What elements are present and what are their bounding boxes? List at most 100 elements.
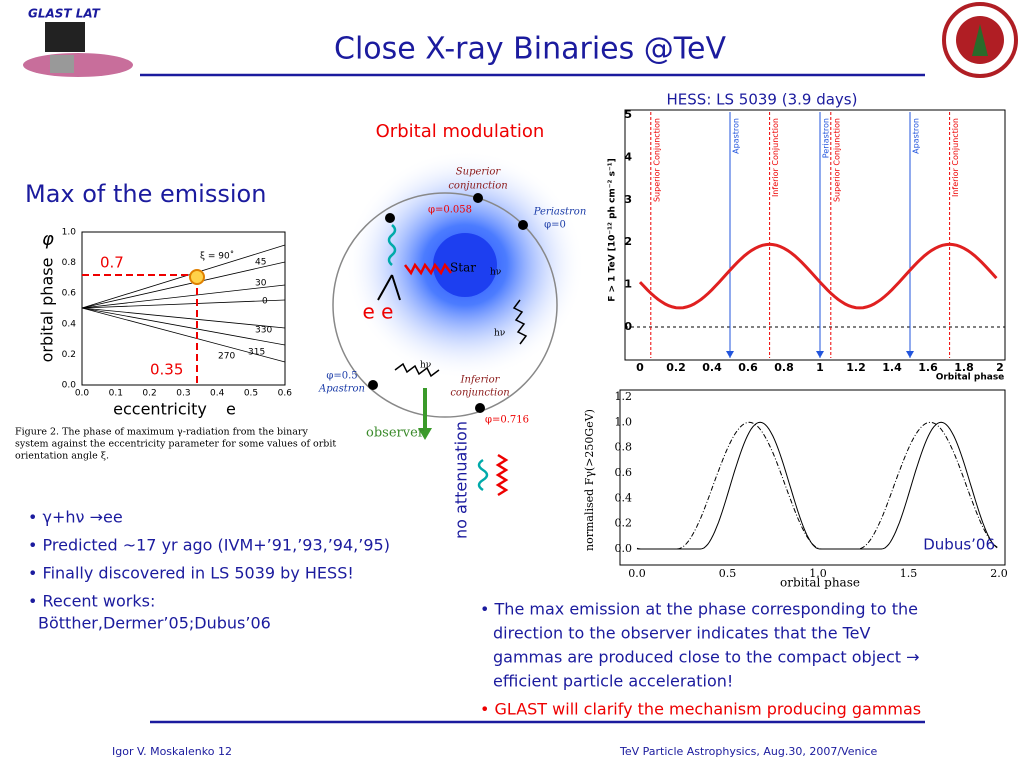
model-curve: [636, 421, 998, 550]
diagram-label: hν: [420, 361, 431, 371]
phase-arrow: [906, 351, 914, 358]
diagram-label: Superior: [456, 167, 502, 178]
phase-annotation: Periastron: [822, 118, 831, 158]
y-tick-label: 0: [624, 320, 632, 333]
y-tick-label: 0.2: [615, 517, 633, 530]
y-tick-label: 4: [624, 150, 632, 163]
curve-label: 30: [255, 279, 267, 289]
diagram-label: e e: [363, 300, 394, 324]
phase-annotation: Inferior Conjunction: [951, 118, 960, 197]
x-tick-label: 2.0: [990, 567, 1008, 580]
x-tick-label: 0.5: [244, 389, 258, 399]
x-tick-label: 1.0: [809, 567, 827, 580]
logo-swoosh: [23, 53, 133, 77]
bullet-text: • γ+hν →ee: [28, 508, 123, 527]
x-tick-label: 1.2: [846, 361, 866, 374]
x-tick-label: 0.2: [142, 389, 156, 399]
diagram-label: Star: [450, 261, 476, 275]
hess-y-label: F > 1 TeV [10⁻¹² ph cm⁻² s⁻¹]: [608, 158, 618, 302]
x-tick-label: 0.6: [738, 361, 758, 374]
star: [433, 233, 497, 297]
diagram-label: Apastron: [318, 384, 365, 395]
curve-label: 315: [248, 348, 265, 358]
x-tick-label: 0.5: [719, 567, 737, 580]
y-tick-label: 0.6: [615, 466, 633, 479]
dubus-credit: Dubus’06: [923, 536, 995, 554]
y-tick-label: 5: [624, 108, 632, 121]
x-tick-label: 1: [816, 361, 824, 374]
diagram-label: φ=0.058: [428, 205, 472, 216]
x-tick-label: 0.8: [774, 361, 794, 374]
photon-wave: [512, 299, 528, 345]
position-dot: [473, 193, 483, 203]
curve-label: 45: [255, 258, 266, 268]
diagram-label: φ=0.5: [326, 371, 357, 382]
x-tick-label: 0.4: [702, 361, 722, 374]
photon-wave: [404, 262, 452, 276]
dubus-y-label: normalised Fγ(>250GeV): [583, 409, 596, 551]
x-tick-label: 0.6: [278, 389, 293, 399]
figure-caption: Figure 2. The phase of maximum γ-radiati…: [15, 427, 308, 438]
photon-wave: [477, 458, 489, 492]
left-heading: Max of the emission: [25, 180, 266, 208]
observer-arrow-head: [418, 428, 432, 440]
diagram-label: conjunction: [448, 181, 507, 192]
photon-wave: [394, 362, 440, 378]
x-tick-label: 1.6: [918, 361, 938, 374]
x-axis-symbol: e: [226, 400, 236, 419]
bullet-text: direction to the observer indicates that…: [493, 624, 871, 643]
y-axis-symbol: φ: [42, 229, 54, 250]
logo-text: GLAST LAT: [28, 7, 101, 21]
diagram-label: hν: [494, 329, 505, 339]
x-tick-label: 0.1: [109, 389, 123, 399]
model-curve: [636, 421, 998, 550]
marker-label: 0.7: [100, 254, 124, 272]
hess-x-label: Orbital phase: [936, 373, 1005, 383]
max-marker: [189, 269, 205, 285]
y-tick-label: 0.0: [62, 381, 77, 391]
stanford-seal: [942, 2, 1018, 78]
x-tick-label: 0: [636, 361, 644, 374]
curve-label: ξ = 90˚: [200, 251, 234, 262]
orbit: [332, 192, 558, 418]
x-tick-label: 2: [996, 361, 1004, 374]
diagram-label: hν: [490, 268, 501, 278]
figure-caption: system against the eccentricity paramete…: [15, 439, 336, 450]
marker-label: 0.35: [150, 361, 183, 379]
phase-annotation: Inferior Conjunction: [771, 118, 780, 197]
x-tick-label: 0.3: [176, 389, 190, 399]
photon-wave: [387, 224, 397, 266]
slide-title: Close X-ray Binaries @TeV: [334, 32, 726, 67]
curve-label: 330: [255, 326, 272, 336]
figure-caption: orientation angle ξ.: [15, 451, 109, 462]
x-tick-label: 1.4: [882, 361, 902, 374]
y-tick-label: 1.2: [615, 390, 633, 403]
bullet-text: gammas are produced close to the compact…: [493, 648, 920, 667]
diagram-heading: Orbital modulation: [376, 121, 545, 142]
diagram-label: Inferior: [460, 375, 501, 386]
y-tick-label: 0.4: [615, 491, 633, 504]
left-curves: [81, 244, 286, 363]
dubus-x-label: orbital phase: [780, 576, 860, 590]
diagram-label: φ=0.716: [485, 415, 529, 426]
y-tick-label: 0.4: [62, 319, 77, 329]
diagram-label: no attenuation: [452, 421, 471, 539]
x-tick-label: 0.0: [75, 389, 90, 399]
curve-label: 270: [218, 352, 235, 362]
diagram-label: observer: [366, 426, 425, 441]
y-tick-label: 1.0: [62, 228, 77, 238]
y-tick-label: 0.8: [62, 258, 77, 268]
diagram-label: φ=0: [544, 220, 566, 231]
phase-annotation: Superior Conjunction: [832, 118, 841, 202]
x-tick-label: 0.0: [628, 567, 646, 580]
logo-box: [45, 22, 85, 52]
phase-annotation: Apastron: [912, 118, 921, 154]
position-dot: [518, 220, 528, 230]
bullet-text: Bötther,Dermer’05;Dubus’06: [38, 614, 271, 633]
x-tick-label: 0.4: [210, 389, 225, 399]
phase-annotation: Superior Conjunction: [652, 118, 661, 202]
hess-title: HESS: LS 5039 (3.9 days): [667, 91, 858, 109]
bullet-text: • Finally discovered in LS 5039 by HESS!: [28, 564, 354, 583]
x-tick-label: 1.5: [900, 567, 918, 580]
